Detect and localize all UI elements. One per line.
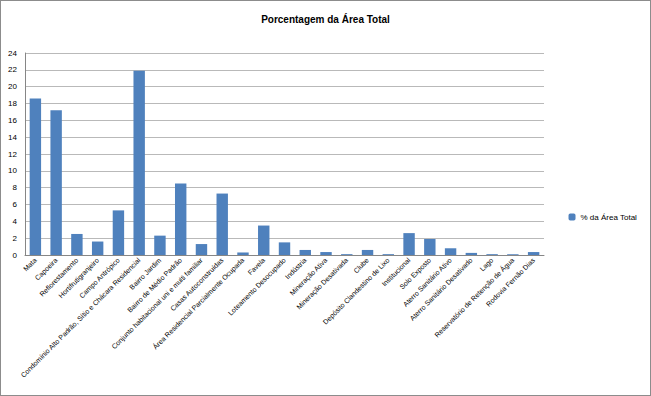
svg-text:Casas Autoconstruídas: Casas Autoconstruídas — [169, 256, 225, 313]
svg-text:Rodovia Fernão Dias: Rodovia Fernão Dias — [485, 256, 537, 308]
svg-text:Capoeira: Capoeira — [33, 256, 59, 282]
svg-text:Mineração Desativada: Mineração Desativada — [295, 256, 350, 311]
svg-text:Conjunto habitacional uni e mu: Conjunto habitacional uni e multi famili… — [110, 256, 205, 351]
svg-text:Mineração Ativa: Mineração Ativa — [288, 256, 329, 297]
svg-text:4: 4 — [13, 217, 18, 226]
svg-text:Loteamento Desocupado: Loteamento Desocupado — [227, 256, 288, 317]
svg-text:0: 0 — [13, 251, 18, 260]
svg-text:Depósito Clandestino de Lixo: Depósito Clandestino de Lixo — [322, 256, 392, 326]
svg-text:Clube: Clube — [352, 256, 370, 274]
svg-text:2: 2 — [13, 234, 18, 243]
svg-text:Aterro Sanitário Ativo: Aterro Sanitário Ativo — [401, 256, 454, 308]
svg-text:Favela: Favela — [246, 256, 266, 276]
svg-text:10: 10 — [8, 166, 17, 175]
svg-text:Reflorestamento: Reflorestamento — [38, 256, 80, 298]
svg-text:Solo Exposto: Solo Exposto — [398, 256, 433, 291]
svg-text:22: 22 — [8, 65, 17, 74]
svg-text:8: 8 — [13, 183, 18, 192]
svg-text:Bairro de Médio Padrão: Bairro de Médio Padrão — [126, 256, 184, 314]
svg-text:Área Residencial Parcialmente: Área Residencial Parcialmente Ocupada — [151, 256, 246, 351]
svg-text:Hortifrutigranjeiro: Hortifrutigranjeiro — [57, 256, 101, 300]
svg-text:Bairro Jardim: Bairro Jardim — [128, 256, 163, 291]
svg-text:20: 20 — [8, 82, 17, 91]
svg-text:12: 12 — [8, 150, 17, 159]
svg-text:Condomínio Alto Padrão, Sítio: Condomínio Alto Padrão, Sítio e Chácara … — [19, 256, 141, 378]
svg-text:Mata: Mata — [22, 256, 38, 272]
svg-text:16: 16 — [8, 116, 17, 125]
svg-text:18: 18 — [8, 99, 17, 108]
svg-text:% da Área Total: % da Área Total — [581, 213, 638, 222]
svg-text:24: 24 — [8, 49, 17, 58]
svg-text:Campo Antrópico: Campo Antrópico — [78, 256, 121, 300]
svg-text:6: 6 — [13, 200, 18, 209]
svg-text:Reservatório de Retenção de Ág: Reservatório de Retenção de Água — [433, 256, 517, 340]
svg-text:14: 14 — [8, 133, 17, 142]
svg-text:Indústria: Indústria — [283, 256, 308, 281]
svg-text:Institucional: Institucional — [380, 256, 412, 288]
svg-text:Lago: Lago — [479, 256, 496, 273]
svg-text:Porcentagem da Área Total: Porcentagem da Área Total — [261, 13, 390, 25]
svg-text:Aterro Sanitário Desativado: Aterro Sanitário Desativado — [408, 256, 474, 322]
